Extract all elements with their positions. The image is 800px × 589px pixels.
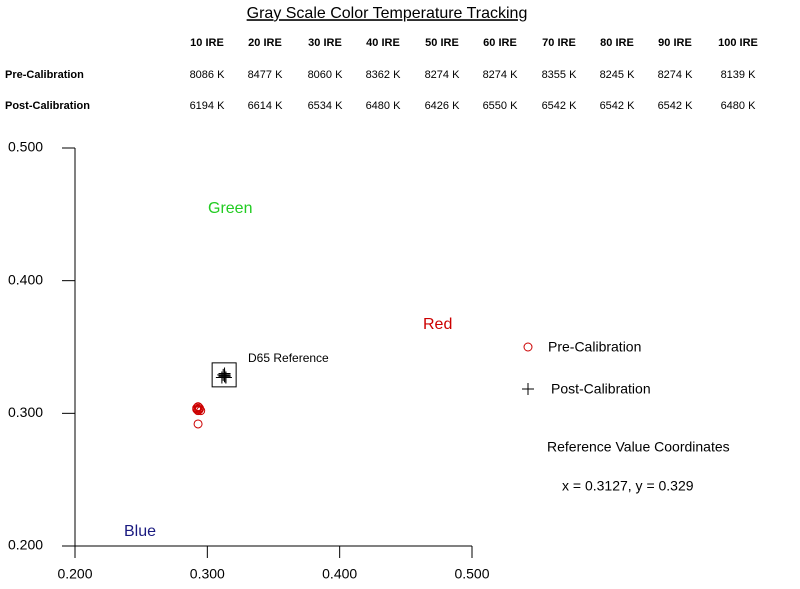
legend-marker xyxy=(522,383,534,395)
table-cell: 8274 K xyxy=(658,69,694,81)
table-cell: 8139 K xyxy=(721,69,757,81)
table-cell: 8245 K xyxy=(600,69,636,81)
table-cell: 6534 K xyxy=(308,100,344,112)
legend-marker xyxy=(523,342,533,352)
point xyxy=(193,419,203,429)
table-cell: 6480 K xyxy=(366,100,402,112)
point xyxy=(219,371,232,384)
column-header: 60 IRE xyxy=(483,37,517,49)
table-cell: 6542 K xyxy=(542,100,578,112)
column-header: 80 IRE xyxy=(600,37,634,49)
table-cell: 6614 K xyxy=(248,100,284,112)
column-header: 20 IRE xyxy=(248,37,282,49)
legend-label: Post-Calibration xyxy=(551,381,651,397)
table-cell: 8477 K xyxy=(248,69,284,81)
x-tick-label: 0.200 xyxy=(57,566,92,582)
table-cell: 8362 K xyxy=(366,69,402,81)
point xyxy=(218,370,231,383)
table-cell: 6426 K xyxy=(425,100,461,112)
annotation: Blue xyxy=(124,523,156,540)
row-header: Post-Calibration xyxy=(5,100,90,112)
reference-heading: Reference Value Coordinates xyxy=(547,439,730,455)
reference-label: D65 Reference xyxy=(248,351,329,365)
column-header: 10 IRE xyxy=(190,37,224,49)
chart-title: Gray Scale Color Temperature Tracking xyxy=(247,5,528,22)
table-cell: 8086 K xyxy=(190,69,226,81)
table-cell: 6542 K xyxy=(658,100,694,112)
annotation: Red xyxy=(423,316,452,333)
reference-coordinates: x = 0.3127, y = 0.329 xyxy=(562,478,694,494)
x-tick-label: 0.300 xyxy=(190,566,225,582)
x-tick-label: 0.500 xyxy=(454,566,489,582)
table-cell: 6194 K xyxy=(190,100,226,112)
table-cell: 6550 K xyxy=(483,100,519,112)
table-cell: 6480 K xyxy=(721,100,757,112)
y-tick-label: 0.200 xyxy=(8,537,43,553)
legend-label: Pre-Calibration xyxy=(548,339,641,355)
point xyxy=(196,406,206,416)
column-header: 50 IRE xyxy=(425,37,459,49)
table-cell: 8274 K xyxy=(425,69,461,81)
reference-marker xyxy=(211,362,237,388)
column-header: 100 IRE xyxy=(718,37,758,49)
column-header: 90 IRE xyxy=(658,37,692,49)
y-tick-label: 0.400 xyxy=(8,271,43,287)
y-tick-label: 0.500 xyxy=(8,139,43,155)
row-header: Pre-Calibration xyxy=(5,69,84,81)
column-header: 40 IRE xyxy=(366,37,400,49)
table-cell: 8274 K xyxy=(483,69,519,81)
table-cell: 6542 K xyxy=(600,100,636,112)
y-tick-label: 0.300 xyxy=(8,404,43,420)
annotation: Green xyxy=(208,200,252,217)
column-header: 70 IRE xyxy=(542,37,576,49)
column-header: 30 IRE xyxy=(308,37,342,49)
table-cell: 8060 K xyxy=(308,69,344,81)
table-cell: 8355 K xyxy=(542,69,578,81)
x-tick-label: 0.400 xyxy=(322,566,357,582)
